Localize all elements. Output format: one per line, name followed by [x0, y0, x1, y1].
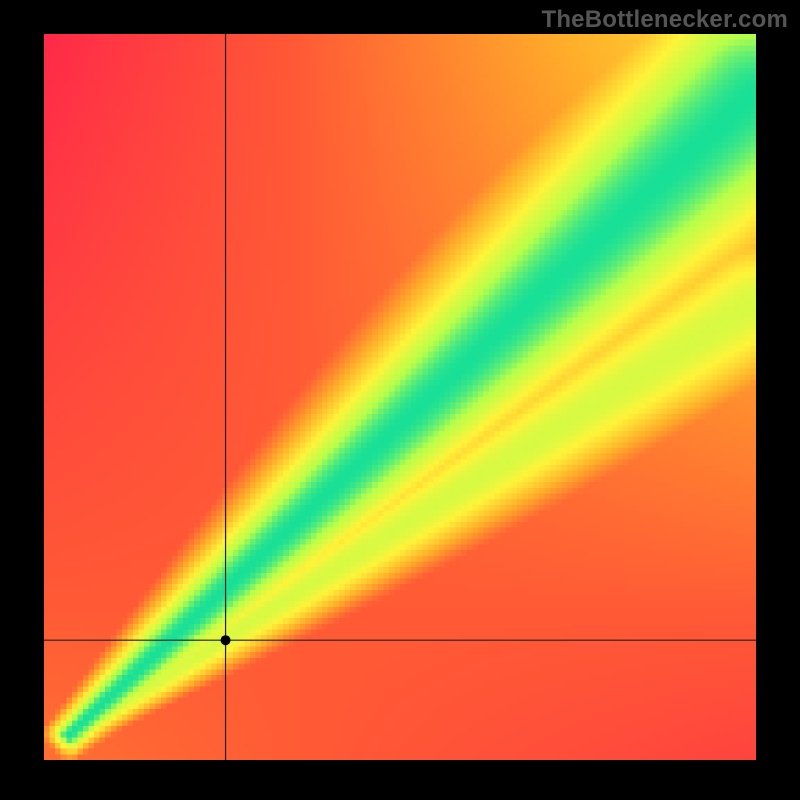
watermark-text: TheBottlenecker.com	[541, 6, 788, 34]
heatmap-canvas	[44, 34, 756, 760]
root-container: TheBottlenecker.com	[0, 0, 800, 800]
